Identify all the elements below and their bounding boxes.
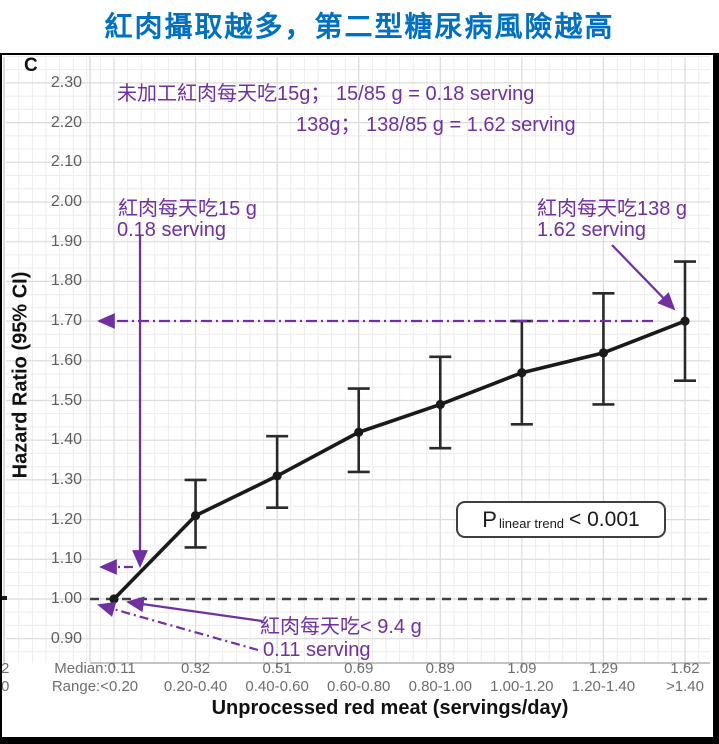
y-tick-label: 1.70 [50, 312, 82, 330]
cropped-neighbor-axis-tick [0, 596, 7, 600]
y-tick-label: 1.90 [50, 232, 82, 250]
data-point [680, 316, 690, 326]
data-point [109, 594, 119, 604]
data-point [190, 511, 201, 521]
hazard-ratio-line [112, 319, 686, 601]
data-series [109, 260, 696, 604]
x-tick-range-label: 0.60-0.80 [327, 678, 391, 695]
y-tick-label: 1.50 [50, 391, 82, 409]
y-tick-label: 1.20 [50, 510, 82, 528]
annotation-right-138g: 紅肉每天吃138 g [537, 198, 688, 220]
annotation-bottom-serving: 0.11 serving [263, 639, 371, 661]
y-tick-label: 2.30 [50, 73, 82, 91]
dashdot-arrow-0.11-serving [97, 601, 259, 652]
y-tick-label: 1.80 [50, 272, 82, 290]
cropped-neighbor-digit-top: 2 [1, 660, 10, 677]
annotation-unprocessed-15g: 未加工紅肉每天吃15g； 15/85 g = 0.18 serving [117, 83, 535, 105]
annotation-right-serving: 1.62 serving [537, 219, 646, 241]
cropped-neighbor-digit-bottom: 0 [1, 678, 10, 695]
data-point [272, 471, 282, 481]
annotation-unprocessed-138g: 138g； 138/85 g = 1.62 serving [296, 114, 576, 136]
annotation-left-serving: 0.18 serving [117, 219, 226, 241]
data-point [598, 348, 609, 358]
p-linear-trend-box: P linear trend < 0.001 [456, 501, 666, 538]
arrow-to-last-point [611, 244, 676, 311]
y-tick-label: 2.10 [50, 153, 82, 171]
x-tick-median-label: Median:0.11 [54, 660, 136, 677]
p-subscript: linear trend [498, 516, 565, 531]
purple-annotation-arrows [97, 236, 676, 652]
p-symbol: P [482, 506, 497, 532]
x-tick-range-label: >1.40 [666, 678, 704, 695]
x-tick-range-label: 0.40-0.60 [245, 678, 309, 695]
y-tick-label: 1.00 [50, 590, 82, 607]
y-tick-label: 0.90 [50, 629, 82, 647]
y-tick-label: 1.60 [50, 351, 82, 369]
x-tick-median-label: 1.29 [588, 660, 618, 677]
data-point [435, 399, 445, 410]
x-tick-median-label: 1.09 [507, 660, 537, 677]
annotation-bottom-9.4g: 紅肉每天吃< 9.4 g [260, 616, 422, 638]
y-tick-label: 2.00 [50, 193, 82, 210]
y-tick-label: 2.20 [50, 113, 82, 131]
x-tick-range-label: 1.00-1.20 [490, 678, 554, 695]
x-tick-median-label: 0.32 [180, 660, 211, 677]
panel-label-c: C [24, 55, 38, 76]
x-tick-median-label: 0.69 [344, 660, 374, 677]
axis-lines [89, 57, 710, 668]
y-tick-label: 1.40 [50, 431, 82, 449]
x-axis-title: Unprocessed red meat (servings/day) [211, 697, 569, 719]
data-point [517, 368, 527, 378]
page-title: 紅肉攝取越多，第二型糖尿病風險越高 [104, 11, 615, 42]
y-tick-label: 1.10 [50, 550, 82, 568]
arrow-to-first-point [126, 596, 263, 623]
x-tick-range-label: Range:<0.20 [51, 678, 139, 695]
x-tick-median-label: 0.51 [262, 660, 292, 677]
y-tick-label: 1.30 [50, 470, 82, 488]
annotation-left-15g: 紅肉每天吃15 g [118, 198, 257, 220]
x-tick-median-label: 1.62 [670, 660, 700, 677]
data-point [354, 427, 364, 437]
x-tick-range-label: 0.80-1.00 [408, 678, 472, 695]
x-tick-range-label: 1.20-1.40 [571, 678, 636, 695]
x-tick-range-label: 0.20-0.40 [163, 678, 228, 695]
p-value: < 0.001 [569, 507, 640, 531]
x-tick-median-label: 0.89 [425, 660, 455, 677]
